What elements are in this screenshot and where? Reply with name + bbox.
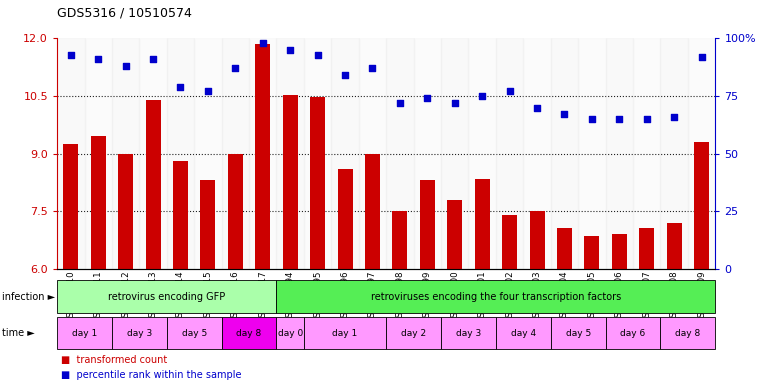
Point xyxy=(504,88,516,94)
Text: ■  transformed count: ■ transformed count xyxy=(61,355,167,365)
Bar xyxy=(304,38,331,269)
Bar xyxy=(551,38,578,269)
Bar xyxy=(502,215,517,269)
Bar xyxy=(688,38,715,269)
Bar xyxy=(194,38,221,269)
Bar xyxy=(139,38,167,269)
Bar xyxy=(667,223,682,269)
Bar xyxy=(606,38,633,269)
Point xyxy=(613,116,626,122)
Text: day 5: day 5 xyxy=(565,329,591,338)
Point xyxy=(311,51,323,58)
Text: retroviruses encoding the four transcription factors: retroviruses encoding the four transcrip… xyxy=(371,291,621,302)
Text: day 1: day 1 xyxy=(333,329,358,338)
Text: time ►: time ► xyxy=(2,328,34,338)
Text: day 3: day 3 xyxy=(127,329,152,338)
Point xyxy=(641,116,653,122)
Bar xyxy=(524,38,551,269)
Text: day 0: day 0 xyxy=(278,329,303,338)
Bar xyxy=(200,180,215,269)
Text: ■  percentile rank within the sample: ■ percentile rank within the sample xyxy=(61,370,241,380)
Text: day 5: day 5 xyxy=(182,329,207,338)
Point xyxy=(394,100,406,106)
Bar xyxy=(469,38,496,269)
Point xyxy=(65,51,77,58)
Point xyxy=(531,104,543,111)
Bar xyxy=(393,211,407,269)
Bar xyxy=(475,179,490,269)
Bar xyxy=(414,38,441,269)
Point xyxy=(696,54,708,60)
Bar xyxy=(694,142,709,269)
Bar xyxy=(365,154,380,269)
Bar xyxy=(84,38,112,269)
Point xyxy=(422,95,434,101)
Bar xyxy=(386,38,414,269)
Bar xyxy=(91,136,106,269)
Bar xyxy=(639,228,654,269)
Bar xyxy=(221,38,249,269)
Bar xyxy=(167,38,194,269)
Point xyxy=(92,56,104,62)
Bar xyxy=(420,180,435,269)
Bar xyxy=(447,200,463,269)
Bar xyxy=(441,38,469,269)
Bar xyxy=(57,38,84,269)
Text: infection ►: infection ► xyxy=(2,291,55,302)
Point xyxy=(668,114,680,120)
Bar xyxy=(338,169,352,269)
Bar xyxy=(530,211,545,269)
Bar xyxy=(578,38,606,269)
Text: day 6: day 6 xyxy=(620,329,645,338)
Point xyxy=(202,88,214,94)
Bar xyxy=(633,38,661,269)
Text: day 8: day 8 xyxy=(675,329,701,338)
Text: day 8: day 8 xyxy=(237,329,262,338)
Point xyxy=(256,40,269,46)
Bar xyxy=(282,95,298,269)
Bar xyxy=(118,154,133,269)
Bar xyxy=(612,234,627,269)
Text: day 2: day 2 xyxy=(401,329,426,338)
Bar xyxy=(255,44,270,269)
Text: day 1: day 1 xyxy=(72,329,97,338)
Bar xyxy=(276,38,304,269)
Bar xyxy=(228,154,243,269)
Text: retrovirus encoding GFP: retrovirus encoding GFP xyxy=(108,291,225,302)
Point xyxy=(559,111,571,118)
Bar xyxy=(358,38,386,269)
Point xyxy=(284,47,296,53)
Bar xyxy=(145,100,161,269)
Bar xyxy=(173,161,188,269)
Point xyxy=(586,116,598,122)
Bar xyxy=(249,38,276,269)
Point xyxy=(229,65,241,71)
Text: day 4: day 4 xyxy=(511,329,536,338)
Text: GDS5316 / 10510574: GDS5316 / 10510574 xyxy=(57,6,192,19)
Bar xyxy=(557,228,572,269)
Point xyxy=(174,84,186,90)
Point xyxy=(476,93,489,99)
Bar xyxy=(310,97,325,269)
Bar xyxy=(584,236,600,269)
Point xyxy=(449,100,461,106)
Bar xyxy=(63,144,78,269)
Bar xyxy=(496,38,524,269)
Point xyxy=(366,65,378,71)
Point xyxy=(147,56,159,62)
Bar xyxy=(112,38,139,269)
Bar xyxy=(331,38,358,269)
Point xyxy=(339,72,351,78)
Point xyxy=(119,63,132,69)
Text: day 3: day 3 xyxy=(456,329,481,338)
Bar xyxy=(661,38,688,269)
